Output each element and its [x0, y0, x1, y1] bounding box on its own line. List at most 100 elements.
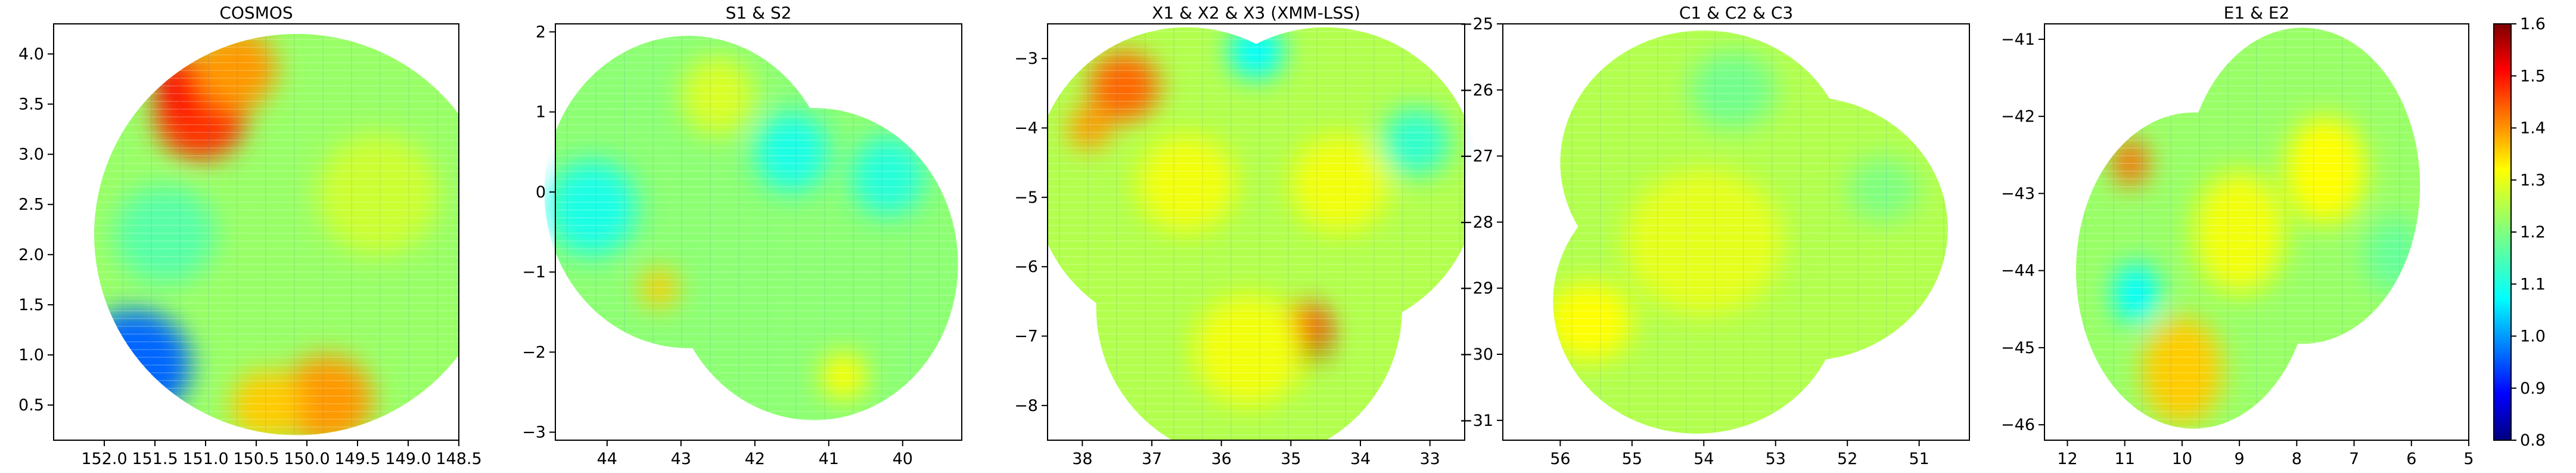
y-tick-label: −31 — [1459, 412, 1493, 430]
value-patch — [1553, 282, 1632, 361]
x-tick-label: 43 — [671, 450, 691, 468]
y-tick-label: −26 — [1459, 81, 1493, 100]
y-tick-label: −44 — [2001, 262, 2035, 280]
survey-footprint — [548, 36, 958, 421]
x-tick-label: 148.5 — [436, 450, 481, 468]
y-tick-label: −3 — [1014, 50, 1038, 68]
axes-frame — [555, 23, 962, 441]
x-tick-label: 36 — [1211, 450, 1231, 468]
x-tick-label: 55 — [1622, 450, 1642, 468]
y-tick-label: −1 — [522, 263, 546, 282]
x-tick-label: 8 — [2292, 450, 2302, 468]
value-patch — [1193, 294, 1305, 406]
value-patch — [1291, 135, 1388, 232]
y-tick-label: 4.0 — [18, 45, 44, 63]
value-patch — [851, 135, 925, 217]
colorbar-tick-label: 1.5 — [2520, 67, 2546, 85]
y-tick-label: −45 — [2001, 339, 2035, 357]
x-tick-label: 7 — [2349, 450, 2359, 468]
x-tick-label: 149.5 — [334, 450, 380, 468]
x-tick-label: 151.0 — [182, 450, 228, 468]
y-tick-label: −25 — [1459, 15, 1493, 33]
panel-5: 12 11 10 9 8 7 6 5 −46 −45 −44 −43 −42 −41 E1 & E2 — [2001, 3, 2474, 468]
y-tick-label: 2.0 — [18, 246, 44, 264]
x-tick-label: 38 — [1072, 450, 1092, 468]
y-tick-label: −28 — [1459, 213, 1493, 231]
y-tick-label: −4 — [1014, 119, 1038, 138]
x-tick-label: 151.5 — [132, 450, 178, 468]
value-patch — [821, 352, 866, 400]
colorbar-tick-label: 1.3 — [2520, 171, 2546, 190]
colorbar: 0.8 0.9 1.0 1.1 1.2 1.3 1.4 1.5 1.6 — [2493, 15, 2546, 450]
panel-title: C1 & C2 & C3 — [1679, 3, 1793, 23]
value-patch — [2113, 139, 2148, 186]
colorbar-tick-label: 1.2 — [2520, 223, 2546, 242]
y-tick-label: −46 — [2001, 416, 2035, 434]
x-tick-label: 42 — [745, 450, 765, 468]
x-tick-label: 149.0 — [385, 450, 431, 468]
value-patch — [1228, 27, 1284, 80]
x-tick-label: 33 — [1419, 450, 1440, 468]
x-tick-label: 6 — [2406, 450, 2416, 468]
value-patch — [1299, 337, 1325, 363]
y-tick-label: −29 — [1459, 279, 1493, 298]
colorbar-tick-label: 0.8 — [2520, 431, 2546, 450]
colorbar-tick-label: 0.9 — [2520, 379, 2546, 398]
x-tick-label: 44 — [597, 450, 617, 468]
y-tick-label: −27 — [1459, 147, 1493, 166]
y-tick-label: −6 — [1014, 258, 1038, 276]
value-patch — [195, 33, 276, 109]
value-patch — [114, 184, 216, 285]
value-patch — [231, 370, 302, 435]
y-tick-label: 1.5 — [18, 296, 44, 314]
value-patch — [1847, 156, 1919, 222]
x-tick-label: 10 — [2172, 450, 2192, 468]
panel-1: 152.0 151.5 151.0 150.5 150.0 149.5 149.0 148.5… — [18, 3, 482, 468]
value-patch — [1138, 135, 1235, 232]
y-tick-label: −2 — [522, 343, 546, 361]
axes-frame — [2044, 23, 2469, 441]
x-tick-label: 5 — [2463, 450, 2474, 468]
x-tick-label: 9 — [2235, 450, 2245, 468]
x-tick-label: 37 — [1142, 450, 1162, 468]
survey-footprint — [2075, 27, 2420, 429]
value-patch — [2113, 262, 2159, 325]
y-tick-label: −7 — [1014, 327, 1038, 346]
y-tick-label: −8 — [1014, 397, 1038, 415]
y-tick-label: −42 — [2001, 107, 2035, 126]
x-tick-label: 51 — [1909, 450, 1929, 468]
x-tick-label: 34 — [1350, 450, 1371, 468]
y-tick-label: 2 — [536, 23, 546, 41]
value-patch — [281, 355, 373, 435]
colorbar-tick-label: 1.6 — [2520, 15, 2546, 33]
panel-4: 56 55 54 53 52 51 −31 −30 −29 −28 −27 −26 −25 C1 & C2… — [1459, 3, 1970, 468]
value-patch — [2193, 170, 2286, 294]
panels-group: 152.0 151.5 151.0 150.5 150.0 149.5 149.0 148.5… — [18, 3, 2474, 468]
x-tick-label: 54 — [1693, 450, 1714, 468]
panel-2: 44 43 42 41 40 −3 −2 −1 0 1 2 S1 & S2 — [522, 3, 962, 468]
x-tick-label: 40 — [893, 450, 913, 468]
survey-footprint — [1553, 30, 1948, 434]
x-tick-label: 11 — [2115, 450, 2135, 468]
y-tick-label: −30 — [1459, 345, 1493, 364]
value-patch — [1624, 169, 1783, 315]
x-tick-label: 152.0 — [81, 450, 127, 468]
x-tick-label: 53 — [1766, 450, 1786, 468]
axes-frame — [1502, 23, 1970, 441]
y-tick-label: 1.0 — [18, 346, 44, 364]
value-patch — [2285, 116, 2366, 225]
panel-title: E1 & E2 — [2224, 3, 2290, 23]
colorbar-gradient — [2494, 24, 2511, 440]
x-tick-label: 41 — [819, 450, 839, 468]
y-tick-label: 2.5 — [18, 196, 44, 214]
y-tick-label: 3.5 — [18, 95, 44, 114]
survey-footprint — [1048, 27, 1465, 440]
x-tick-label: 150.0 — [284, 450, 330, 468]
y-tick-label: −41 — [2001, 30, 2035, 49]
value-patch — [640, 268, 678, 308]
value-patch — [680, 55, 755, 136]
value-patch — [2142, 317, 2223, 425]
y-tick-label: 1 — [536, 103, 546, 122]
y-tick-label: −3 — [522, 423, 546, 442]
y-tick-label: 0 — [536, 183, 546, 202]
